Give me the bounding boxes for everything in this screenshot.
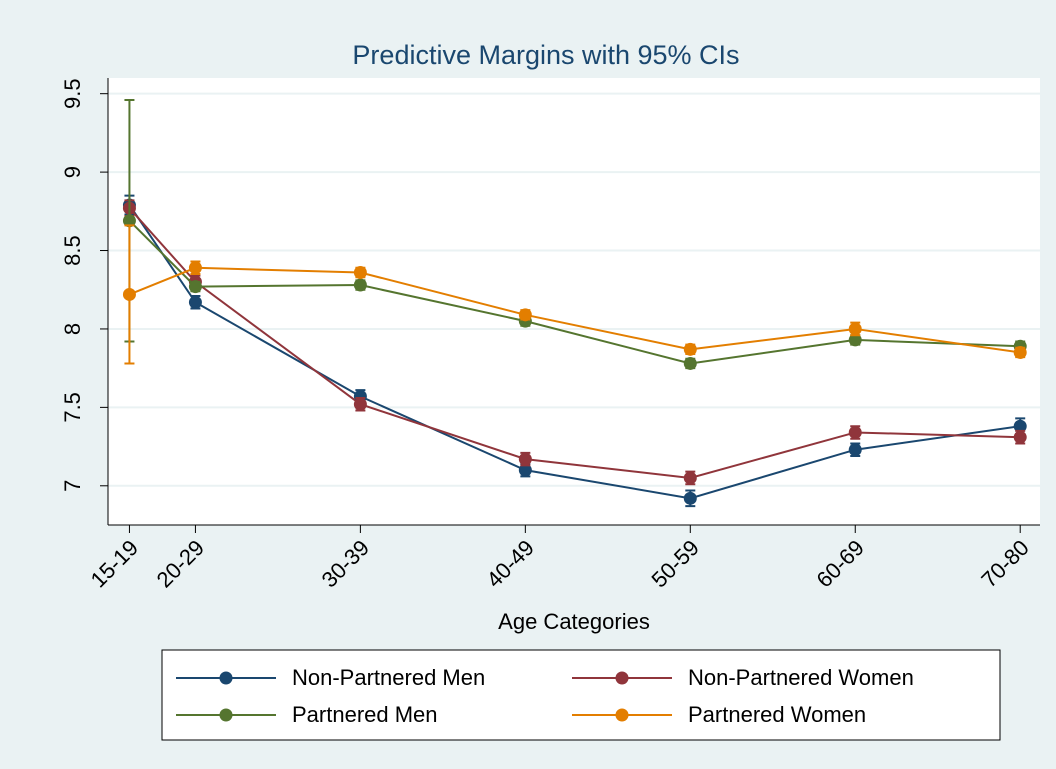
x-axis-title: Age Categories bbox=[498, 609, 650, 634]
point bbox=[518, 452, 532, 466]
point bbox=[188, 295, 202, 309]
legend-marker bbox=[615, 708, 629, 722]
point bbox=[122, 214, 136, 228]
point bbox=[518, 463, 532, 477]
point bbox=[848, 333, 862, 347]
point bbox=[122, 287, 136, 301]
y-tick-label: 8 bbox=[60, 323, 85, 335]
y-tick-label: 8.5 bbox=[60, 235, 85, 266]
point bbox=[1013, 430, 1027, 444]
point bbox=[683, 356, 697, 370]
point bbox=[188, 261, 202, 275]
point bbox=[683, 471, 697, 485]
legend-marker bbox=[615, 671, 629, 685]
y-tick-label: 7 bbox=[60, 480, 85, 492]
legend-label: Partnered Women bbox=[688, 702, 866, 727]
point bbox=[353, 265, 367, 279]
legend-label: Non-Partnered Women bbox=[688, 665, 914, 690]
point bbox=[353, 397, 367, 411]
plot-area bbox=[108, 78, 1040, 525]
legend-marker bbox=[219, 671, 233, 685]
chart-title: Predictive Margins with 95% CIs bbox=[352, 40, 739, 70]
point bbox=[848, 322, 862, 336]
y-tick-label: 9 bbox=[60, 166, 85, 178]
point bbox=[848, 443, 862, 457]
point bbox=[1013, 419, 1027, 433]
legend-label: Partnered Men bbox=[292, 702, 438, 727]
point bbox=[188, 280, 202, 294]
point bbox=[848, 425, 862, 439]
point bbox=[353, 278, 367, 292]
y-tick-label: 7.5 bbox=[60, 392, 85, 423]
legend-box bbox=[161, 649, 1001, 741]
y-tick-label: 9.5 bbox=[60, 78, 85, 109]
point bbox=[683, 342, 697, 356]
point bbox=[683, 491, 697, 505]
point bbox=[1013, 345, 1027, 359]
legend-label: Non-Partnered Men bbox=[292, 665, 485, 690]
legend-marker bbox=[219, 708, 233, 722]
point bbox=[518, 308, 532, 322]
